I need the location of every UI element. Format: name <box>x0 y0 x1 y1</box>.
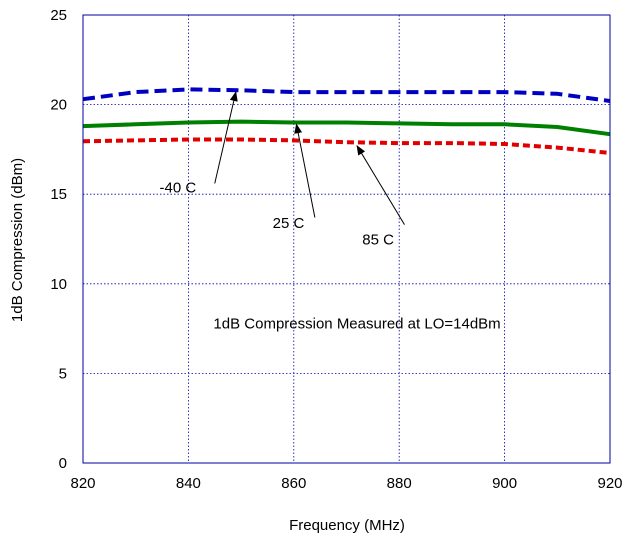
x-tick-label: 920 <box>597 475 622 492</box>
y-axis-label: 1dB Compression (dBm) <box>9 158 26 322</box>
plot-area-frame <box>82 14 611 464</box>
y-tick-label: 0 <box>59 455 67 472</box>
grid-lines <box>83 15 610 463</box>
annotation-label: -40 C <box>160 179 197 196</box>
series-line <box>82 137 611 155</box>
series-line <box>82 87 611 103</box>
x-tick-label: 880 <box>387 475 412 492</box>
tick-labels: 820 840 860 880 900 920 0 5 10 15 20 25 <box>50 7 622 492</box>
y-tick-label: 10 <box>50 276 67 293</box>
annotation-label: 25 C <box>273 215 305 232</box>
y-tick-label: 25 <box>50 7 67 24</box>
annotation-arrow <box>356 144 405 225</box>
annotation-arrow <box>214 91 238 184</box>
x-axis-label: Frequency (MHz) <box>289 517 405 534</box>
x-tick-label: 840 <box>176 475 201 492</box>
x-tick-label: 820 <box>70 475 95 492</box>
annotation-arrow <box>294 123 316 218</box>
series-lines <box>82 87 611 155</box>
annotations: -40 C 25 C 85 C 1dB Compression Measured at… <box>160 91 501 333</box>
annotation-label: 85 C <box>362 231 394 248</box>
annotation-label: 1dB Compression Measured at LO=14dBm <box>213 316 500 333</box>
x-tick-label: 860 <box>281 475 306 492</box>
series-line <box>82 119 611 137</box>
y-tick-label: 5 <box>59 365 67 382</box>
y-tick-label: 20 <box>50 97 67 114</box>
y-tick-label: 15 <box>50 186 67 203</box>
x-tick-label: 900 <box>492 475 517 492</box>
